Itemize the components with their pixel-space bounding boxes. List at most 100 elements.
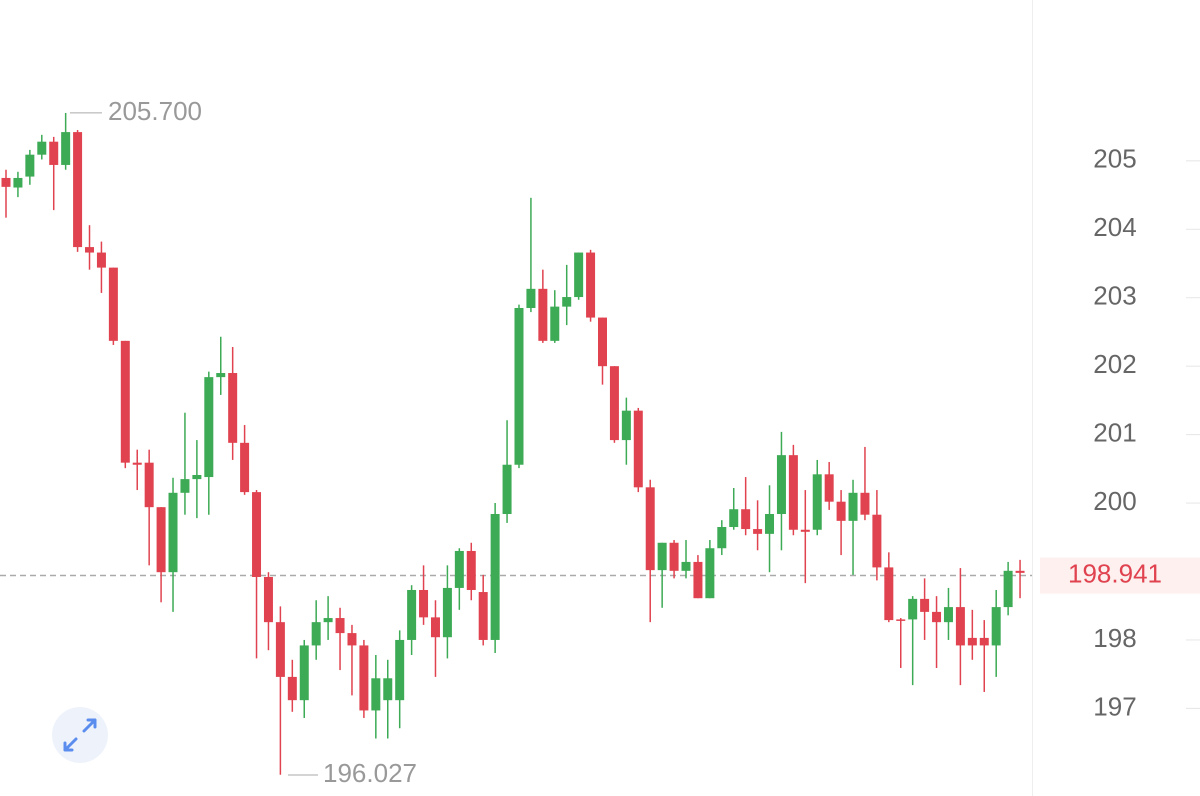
candle-body [621,410,631,441]
candle-body [61,132,71,165]
candle-body [419,589,429,618]
candle-body [932,611,942,623]
candle-body [311,622,321,646]
candle-body [275,622,285,677]
candle-body [73,132,83,248]
candle-body [96,252,106,268]
candle-body [526,288,536,308]
candle-body [442,587,452,638]
candle-body [204,377,214,478]
candle-body [955,607,965,646]
candle-body [108,267,118,341]
candle-body [120,340,130,463]
candle-body [562,297,572,307]
candle-body [287,676,297,701]
candle-body [371,678,381,711]
candle-body [25,154,35,177]
expand-button-bg[interactable] [52,707,108,763]
candle-body [753,529,763,534]
candle-body [979,637,989,646]
candle-body [586,252,596,318]
candle-body [741,509,751,530]
candle-body [967,637,977,646]
candle-body [598,317,607,367]
candle-body [920,598,930,612]
candle-body [824,474,834,502]
candle-body [395,639,405,701]
candle-body [788,455,798,530]
candle-body [896,619,906,621]
candle-body [347,633,357,646]
candle-body [908,598,918,620]
candle-body [216,373,226,378]
candle-body [1015,570,1025,573]
candle-body [144,462,154,508]
candle-body [49,141,59,165]
candle-body [836,501,846,521]
candle-body [860,492,870,515]
candle-body [168,492,178,573]
candle-body [538,288,548,341]
candle-body [943,607,953,623]
y-tick-label: 200 [1093,486,1136,516]
candle-body [633,410,643,488]
low-marker-label: 196.027 [323,758,417,788]
candle-body [669,542,679,571]
candle-body [263,576,273,623]
candle-body [705,548,715,599]
candle-body [407,589,417,640]
candle-body [323,618,333,623]
candle-body [240,442,250,493]
candle-body [574,252,584,298]
candle-body [502,464,512,515]
candle-body [717,527,727,549]
expand-icon[interactable] [63,718,97,752]
candle-body [192,474,202,480]
candle-body [1,177,11,187]
candle-body [180,479,190,493]
candle-body [765,514,775,534]
candle-body [991,607,1001,646]
candle-body [776,455,786,515]
candle-body [335,618,345,634]
y-tick-label: 204 [1093,212,1136,242]
y-tick-label: 203 [1093,281,1136,311]
candle-body [299,645,309,701]
high-marker-label: 205.700 [108,96,202,126]
candle-body [383,678,393,701]
candle-body [1003,570,1013,608]
candle-body [550,306,560,341]
candle-body [800,529,810,532]
candle-body [228,373,238,443]
candle-body [514,307,524,465]
y-tick-label: 202 [1093,349,1136,379]
candles [1,112,1025,775]
y-tick-label: 198 [1093,623,1136,653]
candle-body [156,507,166,573]
candle-body [812,474,822,530]
expand-button[interactable] [52,707,108,763]
candle-body [466,550,476,590]
candle-body [37,141,47,155]
candle-body [681,561,691,571]
candle-body [478,592,488,640]
y-tick-label: 197 [1093,691,1136,721]
candle-body [645,487,655,571]
candle-body [13,177,23,188]
candle-body [848,492,858,521]
current-price-label: 198.941 [1068,558,1162,588]
y-tick-label: 201 [1093,417,1136,447]
candle-body [454,550,464,588]
candle-body [872,514,882,568]
candle-body [490,514,500,640]
candle-body [430,617,440,638]
candle-body [252,492,262,577]
y-tick-label: 205 [1093,144,1136,174]
current-price-bg [1040,557,1200,594]
candle-body [132,462,142,465]
candle-body [609,366,619,441]
candle-body [884,567,894,621]
candle-body [85,247,95,253]
